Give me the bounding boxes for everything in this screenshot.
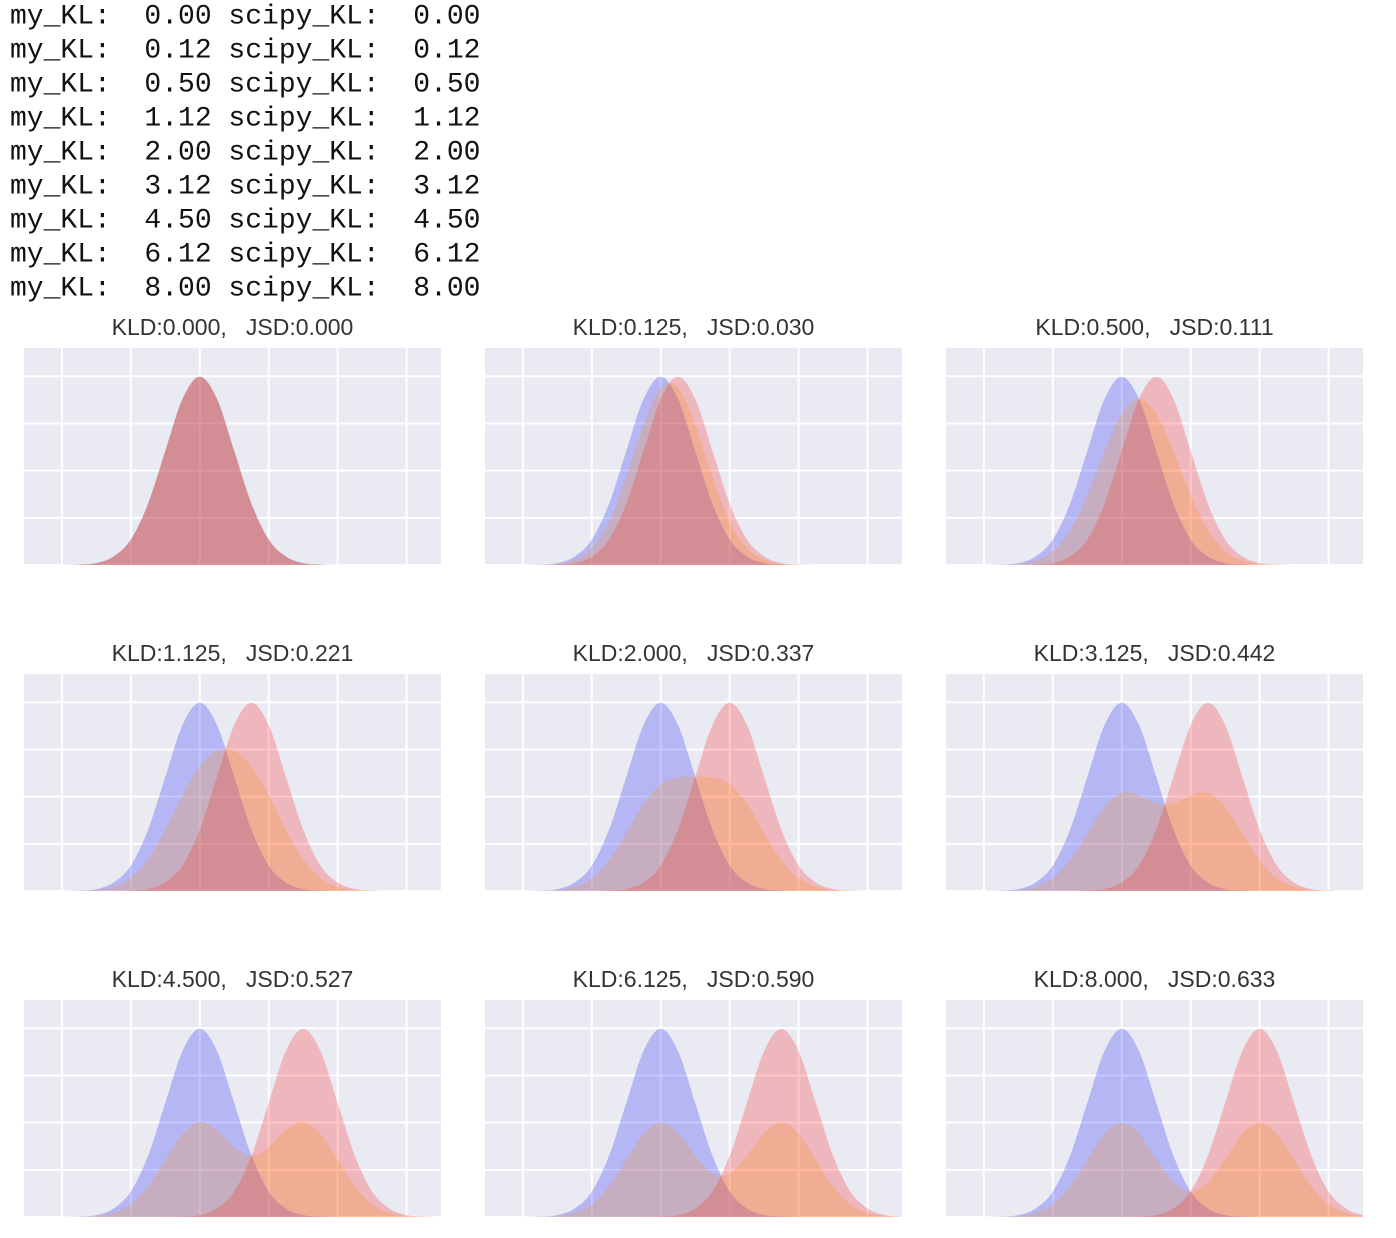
subplot-title: KLD:4.500, JSD:0.527	[112, 966, 354, 992]
density-area	[522, 1122, 902, 1217]
plot-area	[983, 1028, 1363, 1217]
plot-area	[522, 702, 902, 891]
density-area	[61, 702, 441, 891]
subplot: KLD:0.000, JSD:0.000	[24, 314, 441, 566]
subplot: KLD:3.125, JSD:0.442	[946, 640, 1363, 892]
plot-background	[24, 348, 441, 565]
density-area	[61, 1121, 441, 1217]
density-area	[61, 1028, 441, 1217]
density-area	[983, 398, 1363, 565]
subplot: KLD:4.500, JSD:0.527	[24, 966, 441, 1218]
density-area	[61, 702, 441, 891]
output-line: my_KL: 4.50 scipy_KL: 4.50	[10, 205, 480, 236]
density-area	[61, 1028, 441, 1217]
density-area	[983, 376, 1363, 565]
density-area	[522, 383, 902, 565]
density-area	[983, 702, 1363, 891]
density-area	[983, 376, 1363, 565]
plot-area	[983, 702, 1363, 891]
plot-background	[946, 674, 1363, 891]
plot-area	[983, 376, 1363, 565]
density-area	[61, 748, 441, 891]
plot-background	[485, 674, 902, 891]
subplot-title: KLD:8.000, JSD:0.633	[1034, 966, 1276, 992]
density-area	[983, 1028, 1363, 1217]
subplot: KLD:1.125, JSD:0.221	[24, 640, 441, 892]
plot-background	[24, 674, 441, 891]
density-area	[522, 702, 902, 891]
density-area	[983, 1028, 1363, 1217]
density-area	[522, 376, 902, 565]
output-line: my_KL: 6.12 scipy_KL: 6.12	[10, 239, 480, 270]
plot-area	[61, 702, 441, 891]
plot-background	[24, 1000, 441, 1217]
subplot-title: KLD:6.125, JSD:0.590	[573, 966, 815, 992]
subplot: KLD:8.000, JSD:0.633	[946, 966, 1363, 1218]
subplot: KLD:6.125, JSD:0.590	[485, 966, 902, 1218]
subplot-title: KLD:0.000, JSD:0.000	[112, 314, 354, 340]
output-line: my_KL: 0.12 scipy_KL: 0.12	[10, 35, 480, 66]
output-line: my_KL: 0.50 scipy_KL: 0.50	[10, 69, 480, 100]
subplot: KLD:0.125, JSD:0.030	[485, 314, 902, 566]
output-line: my_KL: 0.00 scipy_KL: 0.00	[10, 1, 480, 32]
density-area	[522, 702, 902, 891]
density-area	[983, 702, 1363, 891]
subplot-title: KLD:3.125, JSD:0.442	[1034, 640, 1276, 666]
output-line: my_KL: 8.00 scipy_KL: 8.00	[10, 273, 480, 304]
output-line: my_KL: 3.12 scipy_KL: 3.12	[10, 171, 480, 202]
density-area	[522, 376, 902, 565]
plot-background	[485, 348, 902, 565]
density-area	[522, 776, 902, 891]
density-area	[522, 1028, 902, 1217]
plot-background	[946, 348, 1363, 565]
density-area	[61, 376, 441, 565]
output-line: my_KL: 1.12 scipy_KL: 1.12	[10, 103, 480, 134]
subplot-title: KLD:1.125, JSD:0.221	[112, 640, 354, 666]
output-line: my_KL: 2.00 scipy_KL: 2.00	[10, 137, 480, 168]
density-area	[522, 1028, 902, 1217]
plot-area	[61, 1028, 441, 1217]
subplot: KLD:0.500, JSD:0.111	[946, 314, 1363, 566]
plot-background	[485, 1000, 902, 1217]
plot-area	[522, 1028, 902, 1217]
subplot-title: KLD:0.125, JSD:0.030	[573, 314, 815, 340]
plot-background	[946, 1000, 1363, 1217]
plot-area	[61, 376, 441, 565]
subplot: KLD:2.000, JSD:0.337	[485, 640, 902, 892]
plot-area	[522, 376, 902, 565]
subplot-title: KLD:0.500, JSD:0.111	[1035, 314, 1273, 340]
density-area	[983, 791, 1363, 891]
density-area	[983, 1122, 1363, 1217]
density-area	[61, 376, 441, 565]
subplot-title: KLD:2.000, JSD:0.337	[573, 640, 815, 666]
density-area	[61, 376, 441, 565]
